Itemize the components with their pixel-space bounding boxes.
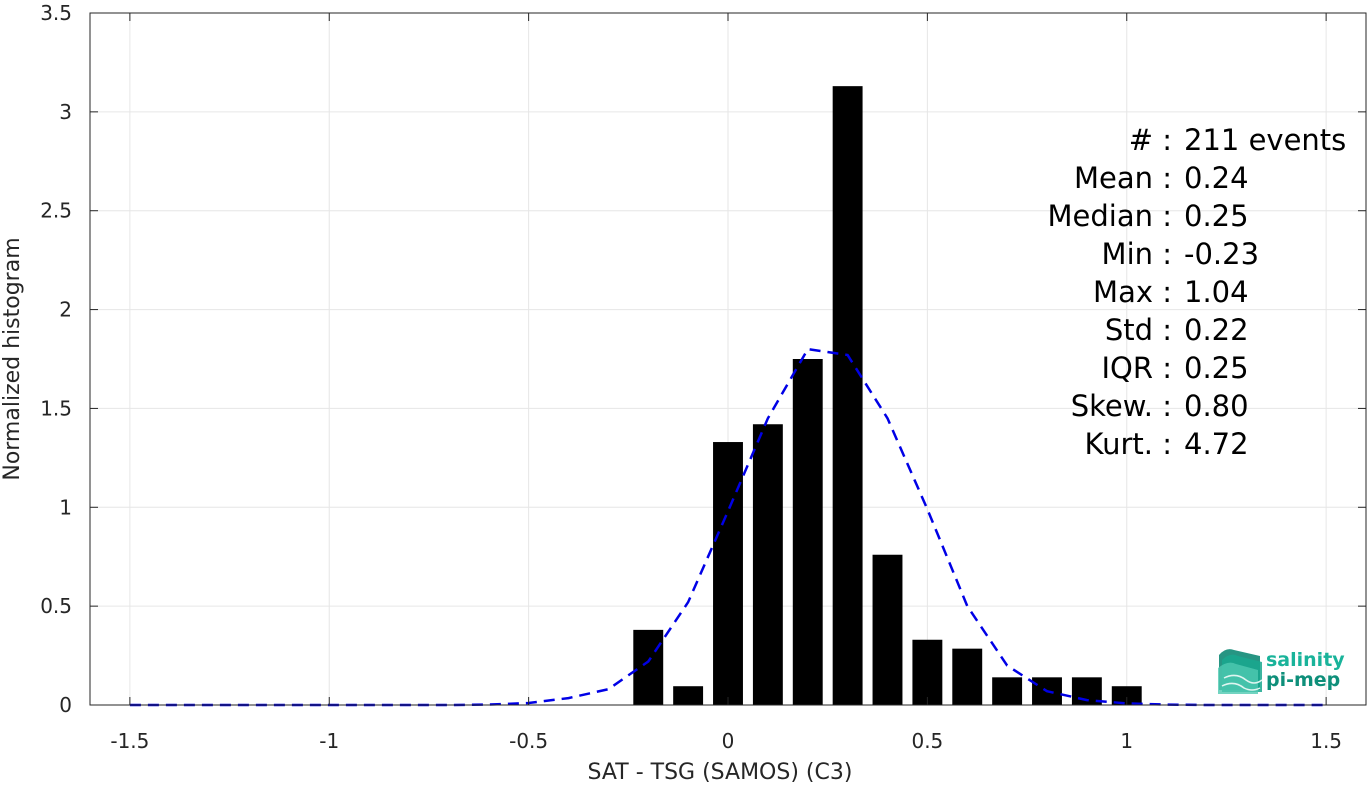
x-tick-label: 1 xyxy=(1120,729,1133,753)
axis-ticks xyxy=(90,12,1366,706)
y-tick-label: 0.5 xyxy=(40,594,72,618)
x-tick-label: 0.5 xyxy=(911,729,943,753)
x-tick-label: -0.5 xyxy=(509,729,548,753)
bars xyxy=(633,86,1142,705)
logo-text-pi-mep: pi-mep xyxy=(1266,669,1340,691)
x-tick-label: -1.5 xyxy=(110,729,149,753)
y-tick-label: 2 xyxy=(59,298,72,322)
x-tick-label: 0 xyxy=(722,729,735,753)
histogram-bar xyxy=(832,86,863,705)
histogram-bar xyxy=(992,677,1023,705)
stat-value: 4.72 xyxy=(1184,427,1249,461)
x-tick-labels: -1.5 -1 -0.5 0 0.5 1 1.5 xyxy=(110,729,1342,753)
histogram-bar xyxy=(912,639,943,705)
y-tick-label: 3 xyxy=(59,100,72,124)
salinity-pi-mep-logo: salinity pi-mep xyxy=(1218,649,1345,694)
logo-text-salinity: salinity xyxy=(1266,649,1345,671)
stat-label: # : xyxy=(1129,123,1172,157)
histogram-bar xyxy=(1111,686,1142,705)
stat-value: 0.25 xyxy=(1184,351,1249,385)
histogram-bar xyxy=(633,629,664,705)
y-axis-label: Normalized histogram xyxy=(0,237,25,480)
stat-label: Min : xyxy=(1102,237,1172,271)
stat-value: 1.04 xyxy=(1184,275,1249,309)
histogram-bar xyxy=(952,648,983,705)
stat-label: Kurt. : xyxy=(1085,427,1172,461)
histogram-bar xyxy=(673,686,704,705)
x-tick-label: 1.5 xyxy=(1310,729,1342,753)
grid xyxy=(90,12,1366,706)
stat-label: IQR : xyxy=(1101,351,1172,385)
stat-value: -0.23 xyxy=(1184,237,1259,271)
y-tick-label: 2.5 xyxy=(40,199,72,223)
stat-label: Max : xyxy=(1093,275,1172,309)
histogram-bar xyxy=(872,554,903,705)
stat-label: Skew. : xyxy=(1071,389,1172,423)
stat-label: Std : xyxy=(1105,313,1172,347)
stat-value: 0.80 xyxy=(1184,389,1249,423)
stat-value: 0.22 xyxy=(1184,313,1249,347)
stats-box: # : 211 events Mean : 0.24 Median : 0.25 Min :… xyxy=(1048,123,1347,461)
x-tick-label: -1 xyxy=(319,729,339,753)
y-tick-label: 1.5 xyxy=(40,396,72,420)
x-axis-label: SAT - TSG (SAMOS) (C3) xyxy=(588,760,853,785)
y-tick-label: 1 xyxy=(59,495,72,519)
y-tick-label: 3.5 xyxy=(40,1,72,25)
histogram-bar xyxy=(713,442,743,705)
histogram-bar xyxy=(792,359,823,705)
y-tick-label: 0 xyxy=(59,693,72,717)
stat-label: Median : xyxy=(1048,199,1172,233)
stat-label: Mean : xyxy=(1074,161,1172,195)
stat-value: 0.25 xyxy=(1184,199,1249,233)
y-tick-labels: 0 0.5 1 1.5 2 2.5 3 3.5 xyxy=(40,1,72,717)
stat-value: 0.24 xyxy=(1184,161,1249,195)
logo-waves-icon xyxy=(1218,649,1263,694)
stat-value: 211 events xyxy=(1184,123,1346,157)
histogram-bar xyxy=(752,424,783,705)
